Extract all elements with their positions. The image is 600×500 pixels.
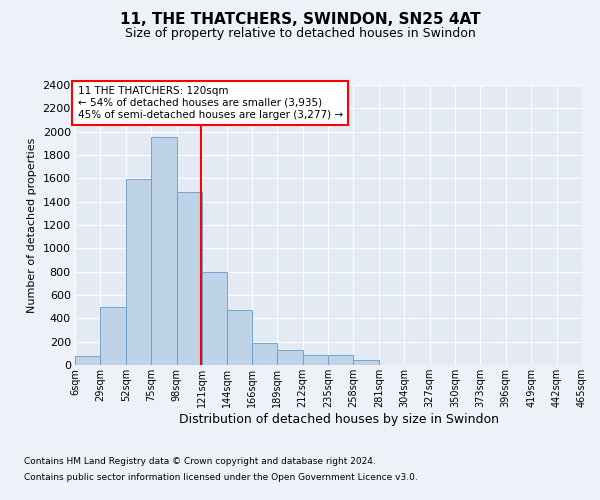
Text: 11, THE THATCHERS, SWINDON, SN25 4AT: 11, THE THATCHERS, SWINDON, SN25 4AT: [119, 12, 481, 28]
Text: Contains HM Land Registry data © Crown copyright and database right 2024.: Contains HM Land Registry data © Crown c…: [24, 458, 376, 466]
Bar: [302, 355, 328, 365]
Bar: [100, 306, 126, 365]
Bar: [252, 343, 277, 365]
Text: Contains public sector information licensed under the Open Government Licence v3: Contains public sector information licen…: [24, 472, 418, 482]
Text: 11 THE THATCHERS: 120sqm
← 54% of detached houses are smaller (3,935)
45% of sem: 11 THE THATCHERS: 120sqm ← 54% of detach…: [77, 86, 343, 120]
Bar: [126, 180, 151, 365]
Bar: [75, 356, 100, 365]
Bar: [202, 272, 227, 365]
Bar: [176, 192, 202, 365]
Bar: [328, 355, 353, 365]
Bar: [353, 360, 379, 365]
Bar: [277, 350, 302, 365]
Bar: [151, 138, 176, 365]
Bar: [227, 310, 252, 365]
Y-axis label: Number of detached properties: Number of detached properties: [27, 138, 37, 312]
Text: Distribution of detached houses by size in Swindon: Distribution of detached houses by size …: [179, 412, 499, 426]
Text: Size of property relative to detached houses in Swindon: Size of property relative to detached ho…: [125, 28, 475, 40]
